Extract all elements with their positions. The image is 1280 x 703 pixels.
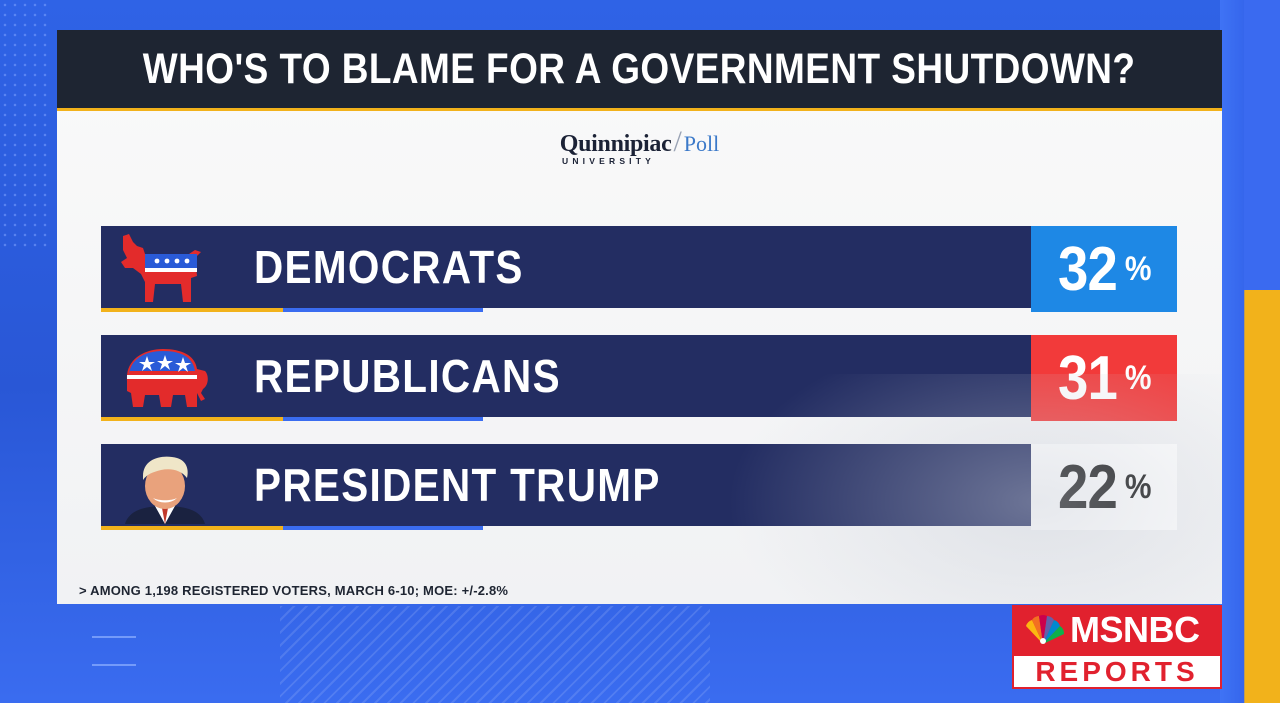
bar-label-band [101,226,1031,308]
value-unit: % [1125,467,1152,506]
network-logo: MSNBC REPORTS [1012,605,1222,689]
source-subtitle: UNIVERSITY [562,156,656,166]
bar-label-band [101,335,1031,417]
bar-underline-gold [101,526,283,530]
source-name: Quinnipiac [559,131,672,157]
background-line [92,664,136,666]
poll-graphic-panel: WHO'S TO BLAME FOR A GOVERNMENT SHUTDOWN… [57,30,1222,604]
value-label: 22 [1058,452,1118,522]
source-product: Poll [683,131,720,156]
bar-row: PRESIDENT TRUMP 22% [101,444,1177,530]
bar-row: REPUBLICANS 31% [101,335,1177,421]
value-box: 32% [1031,226,1177,312]
footnote: > AMONG 1,198 REGISTERED VOTERS, MARCH 6… [79,583,509,598]
category-label: DEMOCRATS [254,241,524,293]
bar-underline-blue [283,526,483,530]
network-brand: MSNBC [1070,609,1200,650]
graphic-title: WHO'S TO BLAME FOR A GOVERNMENT SHUTDOWN… [143,44,1136,93]
source-divider: / [673,125,682,158]
network-show: REPORTS [1012,654,1222,689]
peacock-icon [1026,615,1065,644]
value-unit: % [1125,358,1152,397]
bar-row: DEMOCRATS 32% [101,226,1177,312]
democratic-donkey-icon [115,232,215,306]
value-label: 31 [1058,343,1118,413]
bar-underline-blue [283,417,483,421]
background-line [92,636,136,638]
category-label: REPUBLICANS [254,350,561,402]
bar-underline-blue [283,308,483,312]
value-box: 22% [1031,444,1177,530]
value-box: 31% [1031,335,1177,421]
network-logo-top: MSNBC [1012,605,1222,654]
president-trump-photo [115,450,215,524]
value-label: 32 [1058,234,1118,304]
background-side-stripe [1220,0,1280,703]
background-dot-pattern [0,0,52,250]
category-label: PRESIDENT TRUMP [254,459,661,511]
value-unit: % [1125,249,1152,288]
title-bar: WHO'S TO BLAME FOR A GOVERNMENT SHUTDOWN… [57,30,1222,111]
background-hatch [280,606,710,703]
bar-underline-gold [101,308,283,312]
source-logo: Quinnipiac/Poll UNIVERSITY [57,125,1222,166]
republican-elephant-icon [115,341,215,415]
bar-underline-gold [101,417,283,421]
